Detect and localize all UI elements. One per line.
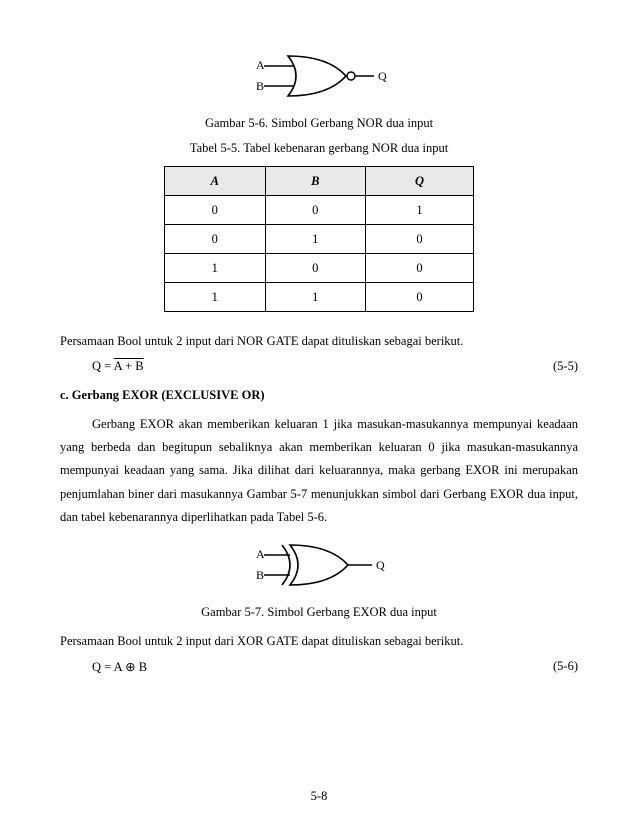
table-row: 1 0 0: [165, 254, 474, 283]
table-row: 0 1 0: [165, 225, 474, 254]
exor-eq-expr: Q = A ⊕ B: [92, 659, 147, 675]
exor-gate-caption: Gambar 5-7. Simbol Gerbang EXOR dua inpu…: [60, 605, 578, 620]
exor-eq-number: (5-6): [553, 659, 578, 674]
table-row: 0 0 1: [165, 196, 474, 225]
col-q: Q: [366, 167, 474, 196]
exor-equation: Q = A ⊕ B (5-6): [60, 659, 578, 675]
nor-truth-table: A B Q 0 0 1 0 1 0 1 0 0 1 1 0: [164, 166, 474, 312]
nor-eq-intro: Persamaan Bool untuk 2 input dari NOR GA…: [60, 330, 578, 353]
svg-text:B: B: [256, 568, 264, 582]
exor-eq-intro: Persamaan Bool untuk 2 input dari XOR GA…: [60, 630, 578, 653]
nor-eq-number: (5-5): [553, 359, 578, 374]
nor-gate-figure: A B Q: [60, 48, 578, 108]
svg-text:Q: Q: [376, 558, 385, 572]
nor-equation: Q = A + B (5-5): [60, 359, 578, 374]
nor-gate-caption: Gambar 5-6. Simbol Gerbang NOR dua input: [60, 116, 578, 131]
svg-text:A: A: [256, 547, 265, 561]
section-c-heading: c. Gerbang EXOR (EXCLUSIVE OR): [60, 388, 578, 403]
col-a: A: [165, 167, 266, 196]
page: A B Q Gambar 5-6. Simbol Gerbang NOR dua…: [0, 0, 638, 826]
exor-gate-icon: A B Q: [244, 537, 394, 593]
col-b: B: [265, 167, 366, 196]
svg-text:Q: Q: [378, 69, 387, 83]
page-number: 5-8: [0, 789, 638, 804]
table-row: 1 1 0: [165, 283, 474, 312]
svg-text:A: A: [256, 58, 265, 72]
svg-text:B: B: [256, 79, 264, 93]
nor-eq-expr: Q = A + B: [92, 359, 144, 374]
nor-gate-icon: A B Q: [244, 48, 394, 104]
exor-gate-figure: A B Q: [60, 537, 578, 597]
nor-table-caption: Tabel 5-5. Tabel kebenaran gerbang NOR d…: [60, 141, 578, 156]
exor-description: Gerbang EXOR akan memberikan keluaran 1 …: [60, 413, 578, 529]
